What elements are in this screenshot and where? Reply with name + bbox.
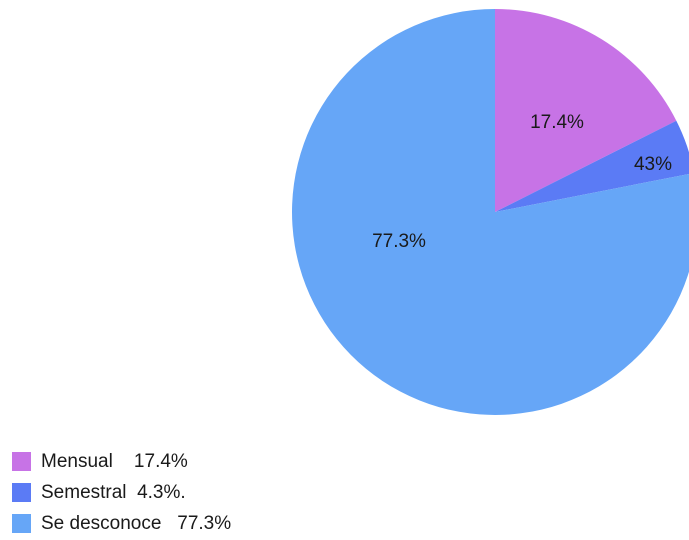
legend-label: Mensual 17.4% <box>41 450 188 472</box>
legend-swatch <box>12 514 31 533</box>
legend-label: Semestral 4.3%. <box>41 481 186 503</box>
legend-swatch <box>12 483 31 502</box>
legend-item-semestral: Semestral 4.3%. <box>12 477 231 508</box>
pie-slice-mensual <box>495 9 677 212</box>
legend-item-mensual: Mensual 17.4% <box>12 446 231 477</box>
slice-label-se-desconoce: 77.3% <box>372 231 426 252</box>
pie-slice-labels: 17.4% 43% 77.3% <box>372 112 672 252</box>
pie-slice-se-desconoce <box>292 9 689 415</box>
slice-label-mensual: 17.4% <box>530 112 584 133</box>
pie-slice-semestral <box>495 120 689 212</box>
pie-slices <box>292 9 689 415</box>
legend-label: Se desconoce 77.3% <box>41 512 232 534</box>
slice-label-semestral: 43% <box>634 154 672 175</box>
legend: Mensual 17.4% Semestral 4.3%. Se desconoce… <box>12 446 231 539</box>
legend-swatch <box>12 452 31 471</box>
legend-item-se-desconoce: Se desconoce 77.3% <box>12 508 231 539</box>
